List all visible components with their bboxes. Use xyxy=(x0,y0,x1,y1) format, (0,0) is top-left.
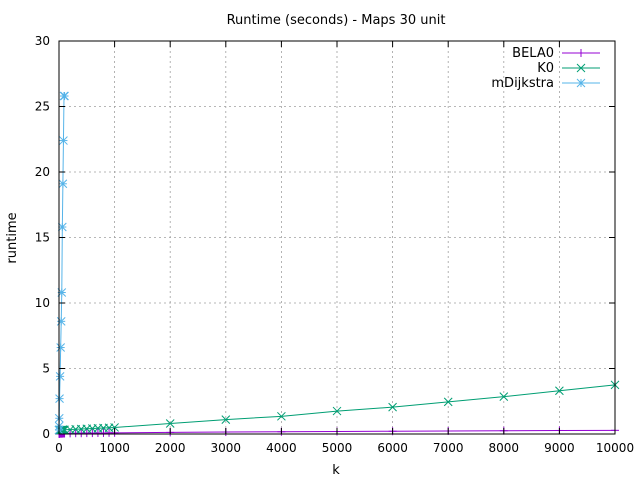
data-point-mdijkstra xyxy=(55,394,64,403)
data-point-k0 xyxy=(443,397,453,407)
data-point-mdijkstra xyxy=(60,91,69,101)
x-tick-label: 5000 xyxy=(322,441,353,455)
y-tick-label: 5 xyxy=(42,362,50,376)
x-tick-label: 0 xyxy=(55,441,63,455)
axes: 0 1000 2000 3000 4000 5000 6000 7000 8000 9000 100… xyxy=(35,34,634,455)
chart-title: Runtime (seconds) - Maps 30 unit xyxy=(227,13,446,28)
x-tick-label: 6000 xyxy=(377,441,408,455)
data-point-mdijkstra xyxy=(58,179,68,189)
x-tick-label: 10000 xyxy=(596,441,634,455)
legend-marker-k0 xyxy=(576,63,586,73)
x-tick-label: 9000 xyxy=(544,441,575,455)
y-axis-title: runtime xyxy=(5,212,20,263)
y-tick-label: 30 xyxy=(35,34,50,48)
x-tick-label: 1000 xyxy=(99,441,130,455)
x-tick-label: 4000 xyxy=(266,441,297,455)
data-point-k0 xyxy=(499,392,509,402)
y-tick-label: 0 xyxy=(42,427,50,441)
data-point-k0 xyxy=(277,411,286,421)
data-point-mdijkstra xyxy=(55,372,65,381)
legend-label-bela0: BELA0 xyxy=(512,46,554,61)
data-point-k0 xyxy=(332,406,342,416)
x-axis-title: k xyxy=(332,463,340,478)
data-point-k0 xyxy=(555,386,564,396)
data-point-mdijkstra xyxy=(57,222,67,232)
data-point-mdijkstra xyxy=(56,316,66,326)
grid xyxy=(59,41,615,434)
legend-label-k0: K0 xyxy=(537,61,554,76)
x-tick-label: 7000 xyxy=(433,441,464,455)
legend-marker-bela0 xyxy=(577,49,585,57)
legend-label-mdijkstra: mDijkstra xyxy=(491,76,554,91)
y-tick-label: 20 xyxy=(35,165,50,179)
plot-area xyxy=(54,91,620,438)
x-tick-label: 8000 xyxy=(489,441,520,455)
legend-marker-mdijkstra xyxy=(576,78,586,88)
data-point-k0 xyxy=(388,402,397,412)
data-point-k0 xyxy=(165,419,175,428)
data-point-mdijkstra xyxy=(56,343,66,352)
y-tick-label: 15 xyxy=(35,231,50,245)
x-tick-label: 2000 xyxy=(155,441,186,455)
x-tick-label: 3000 xyxy=(211,441,242,455)
data-point-k0 xyxy=(110,423,119,432)
data-point-k0 xyxy=(221,415,231,424)
y-tick-label: 10 xyxy=(35,296,50,310)
data-point-mdijkstra xyxy=(59,136,68,145)
y-tick-label: 25 xyxy=(35,100,50,114)
